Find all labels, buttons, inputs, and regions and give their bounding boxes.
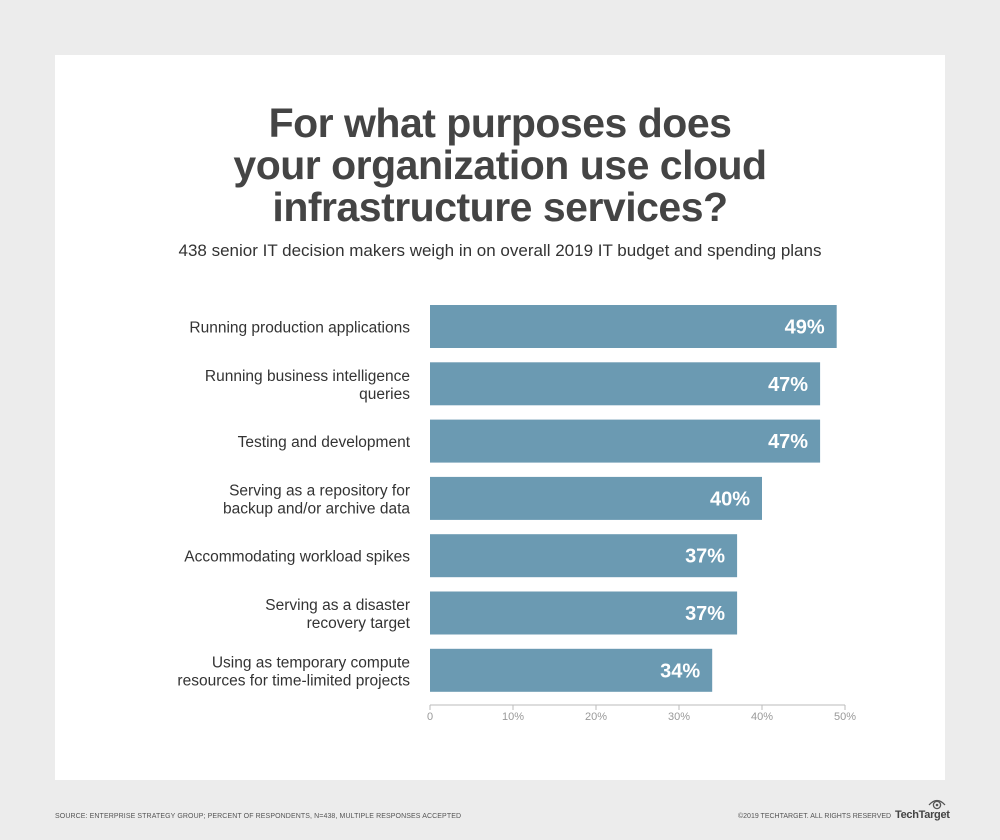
data-label: 34% [660,660,700,682]
bar [430,476,762,520]
copyright-note: ©2019 TECHTARGET. ALL RIGHTS RESERVED [738,813,892,820]
techtarget-logo: TechTarget [895,797,955,825]
x-tick-label: 30% [668,711,690,723]
x-tick-label: 20% [585,711,607,723]
category-label: Accommodating workload spikes [184,549,410,566]
category-label: Running production applications [189,320,410,337]
chart-subtitle: 438 senior IT decision makers weigh in o… [178,241,822,260]
x-tick-label: 0 [427,711,433,723]
data-label: 49% [785,317,825,339]
category-label: Serving as a disaster [265,597,410,614]
bar [430,362,821,406]
category-label: resources for time-limited projects [177,672,410,689]
chart-title: For what purposes does your organization… [0,102,1000,228]
bar [430,534,738,578]
category-label: queries [359,386,410,403]
source-note: SOURCE: ENTERPRISE STRATEGY GROUP; PERCE… [55,813,462,820]
data-label: 47% [768,374,808,396]
bar [430,591,738,635]
x-tick-label: 40% [751,711,773,723]
bar [430,419,821,463]
data-label: 37% [685,603,725,625]
x-tick-label: 50% [834,711,856,723]
category-label: Serving as a repository for [229,482,410,499]
data-label: 37% [685,546,725,568]
data-label: 47% [768,431,808,453]
title-line: your organization use cloud [233,142,767,188]
brand-name: TechTarget [895,809,950,821]
title-line: For what purposes does [268,100,732,146]
category-label: backup and/or archive data [223,500,410,517]
category-label: recovery target [307,615,411,632]
category-label: Using as temporary compute [212,654,410,671]
x-tick-label: 10% [502,711,524,723]
bar [430,305,837,348]
data-label: 40% [710,488,750,510]
category-label: Running business intelligence [205,368,410,385]
eye-icon [928,799,946,810]
bar [430,648,713,692]
title-line: infrastructure services? [272,184,728,230]
category-label: Testing and development [238,434,411,451]
